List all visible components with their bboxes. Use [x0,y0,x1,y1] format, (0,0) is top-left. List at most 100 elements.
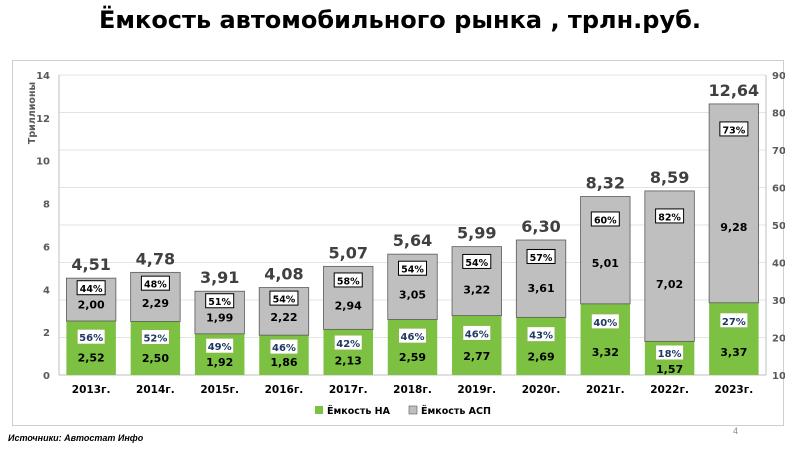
stacked-bar-chart: 0 2 4 6 8 10 12 14 10% 20% 30% 40% 50% 60% 70% 80% 90% Тр… [27,71,785,417]
share-label-na: 49% [208,342,232,353]
value-label-na: 1,86 [270,356,297,369]
y-tick-label: 10 [36,157,50,168]
share-badge-asp [205,293,235,309]
value-label-asp: 7,02 [656,278,683,291]
y-tick-label: 4 [43,285,50,296]
y2-tick-label: 30% [772,296,785,307]
total-label: 4,78 [136,249,175,268]
share-label-na: 43% [529,331,553,342]
bar-na [516,317,566,375]
page-number: 4 [733,426,739,436]
share-badge-asp [462,253,492,269]
share-badge-asp [269,290,299,306]
share-label-na: 40% [593,318,617,329]
source-note: Источники: Автостат Инфо [8,433,144,443]
total-label: 4,08 [264,265,303,284]
value-label-asp: 2,22 [270,311,297,324]
x-tick-label: 2015г. [200,384,239,396]
total-label: 4,51 [71,255,110,274]
x-tick-label: 2020г. [522,384,561,396]
y2-tick-label: 60% [772,184,785,195]
total-label: 3,91 [200,268,239,287]
value-label-na: 2,59 [399,351,426,364]
share-badge-na [140,329,170,345]
share-badge-asp [526,248,556,264]
share-label-asp: 54% [273,295,296,306]
share-badge-asp [140,275,170,291]
share-label-asp: 51% [208,297,231,308]
share-badge-asp [719,121,749,137]
x-tick-label: 2014г. [136,384,175,396]
bar-na [452,315,502,375]
share-badge-na [269,338,299,355]
share-label-asp: 82% [658,212,681,223]
share-badge-asp [333,272,363,288]
share-label-na: 46% [401,332,425,343]
legend-swatch-asp [408,405,418,415]
y2-tick-label: 90% [772,71,785,82]
value-label-na: 1,92 [206,356,233,369]
x-tick-label: 2022г. [650,384,689,396]
y-tick-label: 14 [36,71,50,82]
share-badge-asp [398,260,427,276]
chart-area: 0 2 4 6 8 10 12 14 10% 20% 30% 40% 50% 60% 70% 80% 90% Тр… [12,60,785,426]
total-label: 8,59 [650,168,689,187]
share-badge-na [333,334,363,351]
x-tick-label: 2017г. [329,384,368,396]
y2-tick-label: 70% [772,146,785,157]
bar-asp [708,103,760,304]
share-label-na: 46% [272,343,296,354]
value-label-na: 2,13 [335,354,362,367]
y2-tick-label: 40% [772,259,785,270]
share-label-asp: 54% [465,258,488,269]
share-label-na: 56% [79,333,103,344]
value-label-asp: 9,28 [720,221,747,234]
share-badge-asp [655,208,685,224]
x-tick-label: 2023г. [715,384,754,396]
total-label: 12,64 [709,81,760,100]
share-badge-na [655,344,685,361]
share-label-na: 27% [722,317,746,328]
share-label-asp: 73% [722,125,745,136]
value-label-asp: 3,22 [463,283,490,296]
value-label-asp: 2,29 [142,297,169,310]
share-badge-na [526,326,556,343]
value-label-asp: 2,94 [335,299,362,312]
total-label: 5,64 [393,231,432,250]
y-tick-label: 2 [43,328,50,339]
share-badge-na [398,327,427,344]
value-label-na: 2,69 [527,351,554,364]
y-tick-label: 8 [43,200,50,211]
value-label-na: 2,77 [463,350,490,363]
share-label-na: 18% [658,349,682,360]
share-label-asp: 58% [337,276,360,287]
value-label-na: 3,37 [720,346,747,359]
legend-swatch-na [315,406,323,414]
value-label-na: 2,50 [142,352,169,365]
legend-label-na: Ёмкость НА [327,406,391,417]
value-label-na: 1,57 [656,363,683,376]
value-label-asp: 1,99 [206,312,233,325]
share-label-asp: 57% [530,253,553,264]
x-tick-label: 2019г. [457,384,496,396]
value-label-asp: 5,01 [592,257,619,270]
y-tick-label: 6 [43,242,50,253]
share-label-na: 52% [143,334,167,345]
legend-label-asp: Ёмкость АСП [421,406,491,417]
share-label-asp: 60% [594,215,617,226]
share-badge-na [205,337,235,354]
value-label-na: 2,52 [78,352,105,365]
share-label-na: 42% [336,339,360,350]
value-label-na: 3,32 [592,346,619,359]
share-label-asp: 54% [401,265,424,276]
y-tick-label: 12 [36,114,50,125]
value-label-asp: 3,61 [527,282,554,295]
total-label: 6,30 [521,217,560,236]
y-axis-label: Триллионы [27,82,38,144]
share-label-na: 46% [465,329,489,340]
share-badge-asp [76,280,106,296]
share-badge-na [462,324,492,341]
share-badge-na [76,328,106,345]
x-tick-label: 2018г. [393,384,432,396]
share-label-asp: 44% [80,284,103,295]
